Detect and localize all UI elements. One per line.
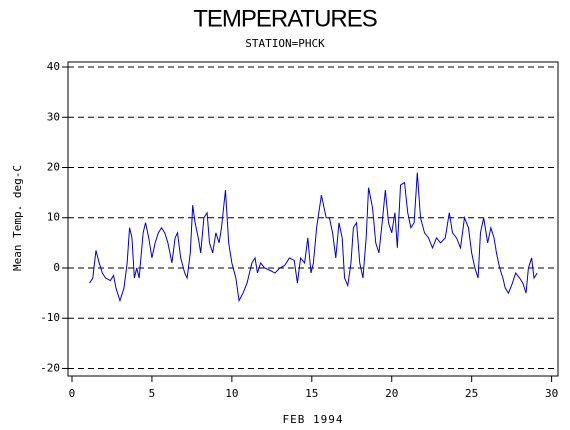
x-tick-label: 0 [69, 387, 76, 400]
y-tick-label: 0 [53, 261, 60, 274]
plot-frame [67, 61, 559, 377]
chart-title: TEMPERATURES [193, 5, 377, 32]
x-tick-label: 15 [305, 387, 318, 400]
y-axis-label: Mean Temp. deg-C [11, 165, 24, 271]
x-tick-label: 10 [225, 387, 238, 400]
y-tick-label: 40 [47, 60, 60, 73]
chart-subtitle: STATION=PHCK [245, 37, 325, 50]
data-line [89, 172, 538, 303]
x-tick-label: 25 [465, 387, 478, 400]
y-tick-label: 30 [47, 110, 60, 123]
y-tick-label: -20 [40, 361, 60, 374]
x-axis-label: FEB 1994 [283, 413, 344, 426]
x-tick-label: 30 [545, 387, 558, 400]
y-tick-label: -10 [40, 311, 60, 324]
x-tick-label: 5 [149, 387, 156, 400]
x-tick-label: 20 [385, 387, 398, 400]
y-tick-label: 20 [47, 161, 60, 174]
y-tick-label: 10 [47, 211, 60, 224]
